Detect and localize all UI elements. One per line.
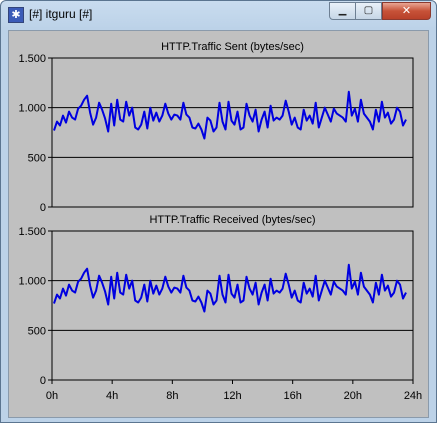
minimize-button[interactable]: ▁ — [329, 2, 356, 20]
maximize-button[interactable]: ▢ — [355, 2, 382, 20]
x-tick-label-1: 4h — [106, 390, 118, 402]
app-icon[interactable]: ✱ — [8, 7, 24, 23]
x-tick-label-5: 20h — [344, 390, 362, 402]
plot-area-0 — [51, 57, 414, 208]
plot-title-1: HTTP.Traffic Received (bytes/sec) — [149, 214, 315, 226]
y-tick-label-0-3: 1.500 — [18, 53, 46, 65]
y-tick-label-0-2: 1.000 — [18, 103, 46, 115]
x-tick-label-4: 16h — [283, 390, 301, 402]
x-tick-label-3: 12h — [223, 390, 241, 402]
plot-title-0: HTTP.Traffic Sent (bytes/sec) — [161, 41, 304, 53]
y-tick-label-1-3: 1.500 — [18, 226, 46, 238]
charts-canvas: HTTP.Traffic Sent (bytes/sec) 0 500 1.000 1.… — [18, 41, 422, 402]
window-title: [#] itguru [#] — [29, 7, 93, 21]
x-tick-label-2: 8h — [166, 390, 178, 402]
y-tick-label-1-0: 0 — [40, 375, 46, 387]
y-tick-label-0-1: 500 — [28, 152, 46, 164]
series-line-0 — [53, 90, 407, 140]
title-bar[interactable]: ✱ [#] itguru [#] ▁ ▢ ✕ — [1, 1, 436, 29]
x-tick-label-0: 0h — [46, 390, 58, 402]
y-tick-label-0-0: 0 — [40, 202, 46, 214]
y-tick-label-1-2: 1.000 — [18, 276, 46, 288]
close-button[interactable]: ✕ — [382, 2, 431, 20]
series-line-1 — [53, 263, 407, 313]
y-tick-label-1-1: 500 — [28, 325, 46, 337]
x-tick-label-6: 24h — [404, 390, 422, 402]
graph-panel: HTTP.Traffic Sent (bytes/sec) 0 500 1.000 1.… — [8, 30, 429, 418]
plot-area-1 — [51, 230, 414, 381]
